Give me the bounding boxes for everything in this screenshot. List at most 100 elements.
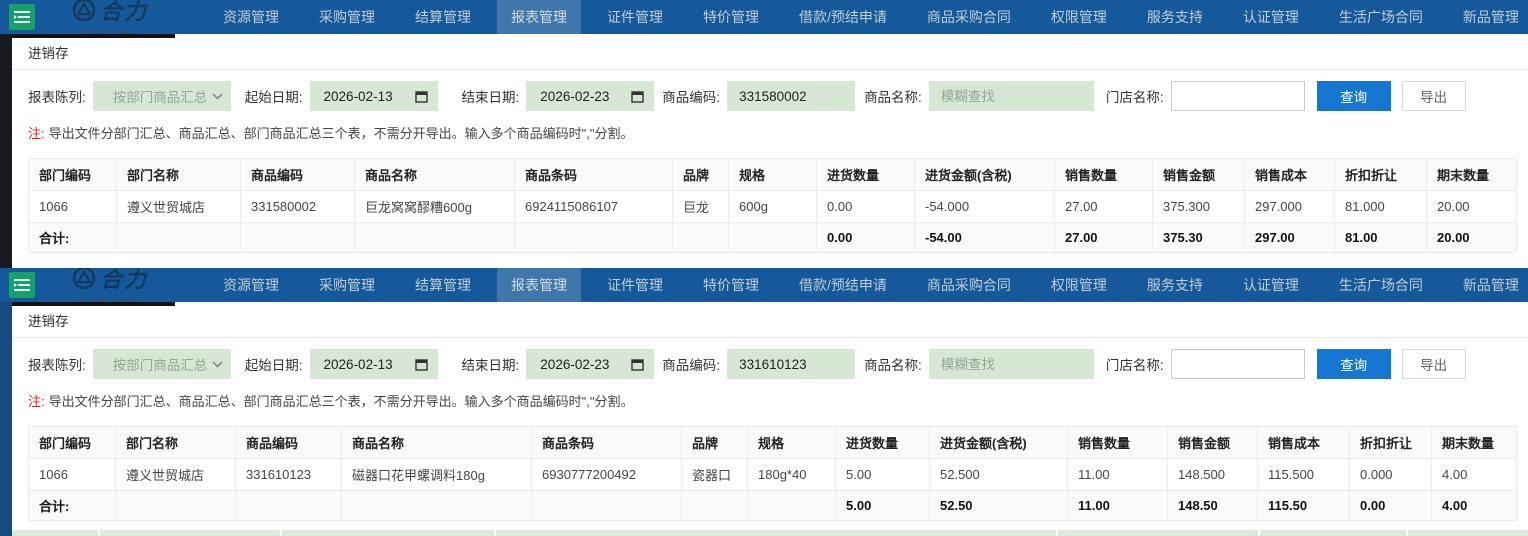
- nav-item-certificate[interactable]: 证件管理: [607, 277, 663, 293]
- nav-item-plaza-contract[interactable]: 生活广场合同: [1338, 9, 1423, 25]
- cell-product-code: 331580002: [240, 190, 355, 223]
- store-name-input[interactable]: [1170, 349, 1305, 379]
- nav-item-special-price[interactable]: 特价管理: [703, 277, 759, 293]
- col-barcode: 商品条码: [514, 158, 673, 191]
- cell-barcode: 6924115086107: [514, 190, 673, 223]
- nav-item-special-price[interactable]: 特价管理: [703, 9, 759, 25]
- nav-item-service[interactable]: 服务支持: [1146, 277, 1203, 293]
- filter-bar: 报表陈列: 按部门商品汇总 起始日期: 2026-02-13 结束日期: 202…: [12, 338, 1528, 390]
- hamburger-icon: [14, 279, 30, 291]
- store-name-input[interactable]: [1170, 81, 1305, 111]
- nav-item-auth[interactable]: 认证管理: [1242, 9, 1299, 25]
- nav-item-loan[interactable]: 借款/预结申请: [799, 9, 887, 25]
- nav-item-new-product[interactable]: 新品管理: [1462, 277, 1519, 293]
- total-sales-cost: 115.50: [1257, 490, 1350, 521]
- cell-purchase-amount: -54.000: [914, 190, 1055, 223]
- brand-logo: 合力 合为贵 力无边: [51, 0, 169, 37]
- report-type-select[interactable]: 按部门商品汇总: [92, 349, 231, 379]
- export-button[interactable]: 导出: [1401, 349, 1466, 379]
- top-nav: 合力 合为贵 力无边 资源管理 采购管理 结算管理 报表管理 证件管理 特价管理…: [0, 268, 1528, 305]
- cell-purchase-qty: 0.00: [816, 190, 915, 223]
- totals-label: 合计:: [28, 222, 117, 253]
- nav-item-resource[interactable]: 资源管理: [223, 277, 279, 293]
- inventory-table: 部门编码 部门名称 商品编码 商品名称 商品条码 品牌 规格 进货数量 进货金额…: [28, 426, 1517, 521]
- start-date-value: 2026-02-13: [323, 356, 393, 372]
- nav-item-new-product[interactable]: 新品管理: [1462, 9, 1519, 25]
- calendar-icon[interactable]: [631, 90, 644, 103]
- col-sales-qty: 销售数量: [1067, 426, 1168, 459]
- query-button[interactable]: 查询: [1316, 349, 1391, 379]
- nav-item-plaza-contract[interactable]: 生活广场合同: [1338, 277, 1423, 293]
- start-date-field[interactable]: 2026-02-13: [309, 349, 438, 379]
- nav-item-permission[interactable]: 权限管理: [1050, 9, 1107, 25]
- nav-item-loan[interactable]: 借款/预结申请: [799, 277, 887, 293]
- nav-item-purchase[interactable]: 采购管理: [319, 277, 375, 293]
- cell-brand: 瓷器口: [681, 458, 748, 491]
- loading-bar-artifact: [12, 34, 175, 38]
- note-prefix: 注:: [28, 126, 45, 141]
- col-sales-qty: 销售数量: [1054, 158, 1153, 191]
- nav-item-purchase-contract[interactable]: 商品采购合同: [926, 277, 1011, 293]
- product-code-input[interactable]: [727, 81, 856, 111]
- report-panel-1: 合力 合为贵 力无边 资源管理 采购管理 结算管理 报表管理 证件管理 特价管理…: [0, 0, 1528, 268]
- product-code-input[interactable]: [727, 349, 856, 379]
- nav-item-settlement[interactable]: 结算管理: [415, 277, 471, 293]
- cell-dept-name: 遵义世贸城店: [116, 190, 241, 223]
- end-date-field[interactable]: 2026-02-23: [526, 81, 655, 111]
- chevron-down-icon: [212, 92, 223, 100]
- nav-item-settlement[interactable]: 结算管理: [415, 9, 471, 25]
- cell-product-name: 巨龙窝窝醪糟600g: [354, 190, 515, 223]
- table-header-row: 部门编码 部门名称 商品编码 商品名称 商品条码 品牌 规格 进货数量 进货金额…: [28, 426, 1517, 459]
- query-button[interactable]: 查询: [1316, 81, 1391, 111]
- col-brand: 品牌: [672, 158, 729, 191]
- nav-item-service[interactable]: 服务支持: [1146, 9, 1203, 25]
- nav-item-permission[interactable]: 权限管理: [1050, 277, 1107, 293]
- nav-item-report[interactable]: 报表管理: [497, 268, 581, 302]
- nav-menu: 资源管理 采购管理 结算管理 报表管理 证件管理 特价管理 借款/预结申请 商品…: [203, 0, 1528, 34]
- total-sales-cost: 297.00: [1244, 222, 1335, 253]
- total-sales-amount: 375.30: [1152, 222, 1245, 253]
- brand-logo: 合力 合为贵 力无边: [51, 268, 169, 305]
- nav-item-report[interactable]: 报表管理: [497, 0, 581, 34]
- export-note: 注: 导出文件分部门汇总、商品汇总、部门商品汇总三个表，不需分开导出。输入多个商品…: [12, 122, 1528, 146]
- product-name-label: 商品名称:: [864, 358, 922, 373]
- cell-sales-qty: 11.00: [1067, 458, 1168, 491]
- note-prefix: 注:: [28, 394, 45, 409]
- cell-purchase-amount: 52.500: [929, 458, 1068, 491]
- cell-dept-code: 1066: [28, 190, 117, 223]
- brand-tagline: 合为贵 力无边: [81, 28, 140, 37]
- calendar-icon[interactable]: [414, 90, 428, 103]
- product-name-input[interactable]: [928, 81, 1094, 111]
- calendar-icon[interactable]: [631, 358, 644, 371]
- col-sales-cost: 销售成本: [1244, 158, 1335, 191]
- calendar-icon[interactable]: [414, 358, 428, 371]
- tab-inventory[interactable]: 进销存: [12, 306, 1528, 338]
- left-edge-strip: [0, 34, 12, 268]
- col-ending-qty: 期末数量: [1431, 426, 1517, 459]
- start-date-field[interactable]: 2026-02-13: [309, 81, 438, 111]
- export-button[interactable]: 导出: [1401, 81, 1466, 111]
- start-date-label: 起始日期:: [244, 90, 303, 105]
- col-product-name: 商品名称: [341, 426, 532, 459]
- cell-ending-qty: 20.00: [1426, 190, 1517, 223]
- nav-item-auth[interactable]: 认证管理: [1242, 277, 1299, 293]
- product-name-input[interactable]: [928, 349, 1094, 379]
- menu-toggle-button[interactable]: [9, 272, 35, 298]
- col-spec: 规格: [728, 158, 817, 191]
- table-row: 1066 遵义世贸城店 331610123 磁器口花甲螺调料180g 69307…: [28, 458, 1517, 491]
- total-ending-qty: 4.00: [1431, 490, 1517, 521]
- nav-item-purchase[interactable]: 采购管理: [319, 9, 375, 25]
- cell-spec: 600g: [728, 190, 817, 223]
- cell-barcode: 6930777200492: [531, 458, 682, 491]
- menu-toggle-button[interactable]: [9, 4, 35, 30]
- panel-content: 进销存 报表陈列: 按部门商品汇总 起始日期: 2026-02-13 结束日期:…: [0, 34, 1528, 268]
- tab-inventory[interactable]: 进销存: [12, 38, 1528, 70]
- end-date-field[interactable]: 2026-02-23: [526, 349, 655, 379]
- product-name-label: 商品名称:: [864, 90, 922, 105]
- report-type-select[interactable]: 按部门商品汇总: [92, 81, 231, 111]
- nav-item-purchase-contract[interactable]: 商品采购合同: [926, 9, 1011, 25]
- nav-item-certificate[interactable]: 证件管理: [607, 9, 663, 25]
- store-name-label: 门店名称:: [1105, 358, 1164, 373]
- table-row: 1066 遵义世贸城店 331580002 巨龙窝窝醪糟600g 6924115…: [28, 190, 1517, 223]
- nav-item-resource[interactable]: 资源管理: [223, 9, 279, 25]
